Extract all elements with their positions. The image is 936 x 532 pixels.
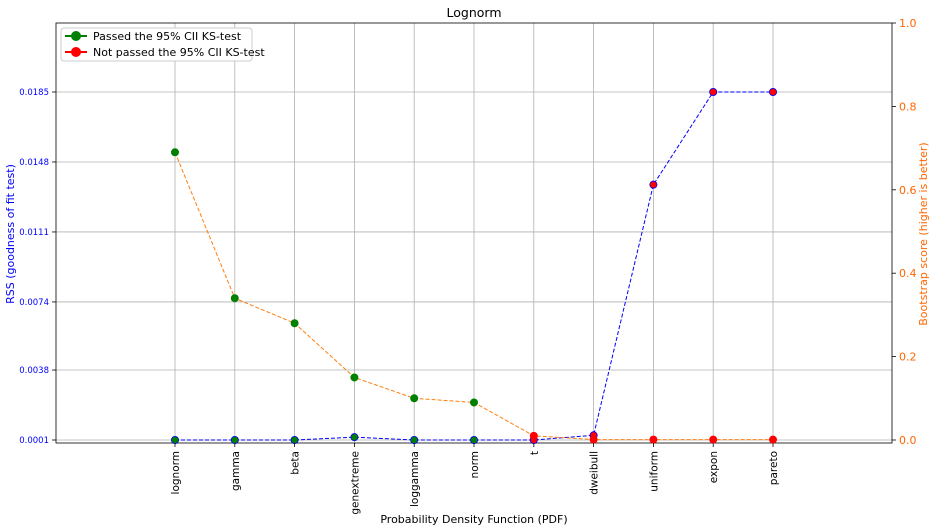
point-right-norm — [469, 398, 478, 407]
point-left-expon — [709, 88, 718, 97]
y-left-tick-label: 0.0148 — [19, 158, 49, 168]
x-tick-label: t — [529, 451, 541, 455]
y-axis-right-label: Bootstrap score (higher is better) — [917, 142, 930, 325]
x-axis-label: Probability Density Function (PDF) — [380, 513, 567, 526]
y-right-tick-label: 0.8 — [899, 100, 917, 113]
chart-title: Lognorm — [447, 5, 502, 20]
y-right-tick-label: 0.4 — [899, 267, 917, 280]
y-right-tick-label: 0.0 — [899, 434, 917, 447]
y-right-tick-label: 1.0 — [899, 17, 917, 30]
y-left-tick-label: 0.0185 — [19, 88, 49, 98]
point-left-uniform — [649, 180, 658, 189]
legend-label: Passed the 95% CII KS-test — [93, 30, 242, 43]
x-tick-label: genextreme — [349, 451, 361, 515]
x-tick-label: uniform — [648, 451, 660, 492]
legend-marker — [71, 47, 81, 57]
point-right-expon — [709, 435, 718, 444]
x-tick-label: dweibull — [589, 451, 601, 495]
x-tick-label: loggamma — [409, 451, 421, 507]
point-left-genextreme — [350, 433, 359, 442]
x-tick-label: lognorm — [170, 451, 182, 494]
x-tick-label: norm — [469, 451, 481, 478]
series-line-left — [175, 91, 773, 441]
x-tick-label: pareto — [768, 451, 780, 485]
point-left-norm — [469, 435, 478, 444]
y-right-tick-label: 0.6 — [899, 184, 917, 197]
point-right-lognorm — [170, 148, 179, 157]
point-right-gamma — [230, 294, 239, 303]
y-left-tick-label: 0.0074 — [19, 298, 49, 308]
legend-marker — [71, 31, 81, 41]
point-right-dweibull — [589, 435, 598, 444]
x-tick-label: gamma — [230, 451, 242, 491]
y-left-tick-label: 0.0001 — [19, 436, 49, 446]
legend-label: Not passed the 95% CII KS-test — [93, 46, 265, 59]
point-left-beta — [290, 435, 299, 444]
point-right-beta — [290, 319, 299, 328]
legend-frame — [60, 27, 253, 62]
grid — [56, 23, 892, 443]
point-right-loggamma — [410, 394, 419, 403]
series — [170, 88, 778, 444]
point-left-gamma — [230, 435, 239, 444]
y-left-tick-label: 0.0111 — [19, 228, 49, 238]
y-left-tick-label: 0.0038 — [19, 366, 49, 376]
x-tick-label: beta — [290, 451, 302, 475]
point-left-loggamma — [410, 435, 419, 444]
legend: Passed the 95% CII KS-test Not passed the… — [60, 27, 265, 62]
axes: lognorm gamma beta genextreme loggamma norm t d… — [19, 17, 916, 515]
point-left-lognorm — [170, 435, 179, 444]
y-right-tick-label: 0.2 — [899, 351, 917, 364]
point-right-pareto — [769, 435, 778, 444]
y-axis-left-label: RSS (goodness of fit test) — [4, 164, 17, 304]
point-right-uniform — [649, 435, 658, 444]
point-right-t — [529, 431, 538, 440]
point-right-genextreme — [350, 373, 359, 382]
x-tick-label: expon — [708, 451, 720, 483]
point-left-pareto — [769, 88, 778, 97]
